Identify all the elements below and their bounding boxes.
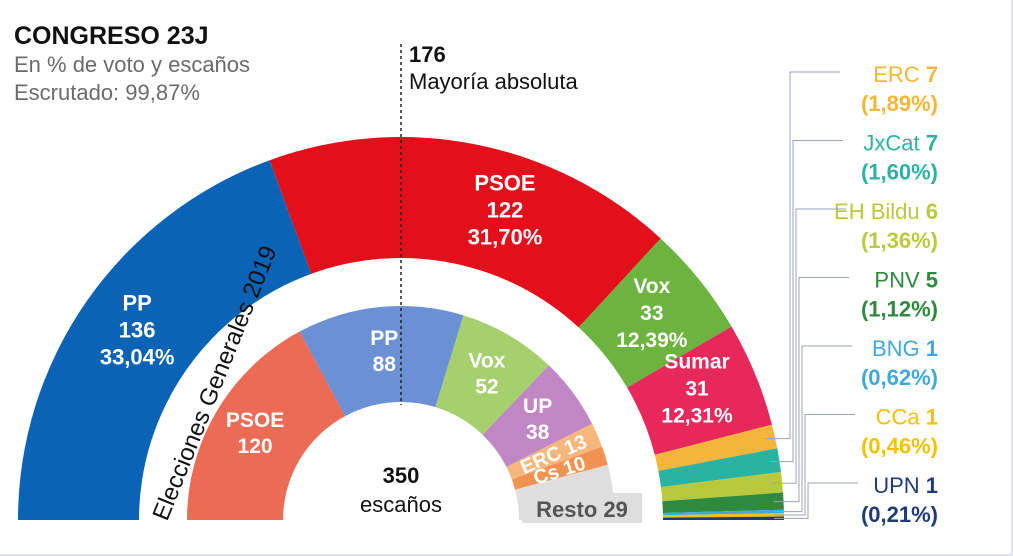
legend-eh-bildu-name: EH Bildu 6 [834,199,938,224]
legend-jxcat-party: JxCat [863,131,925,156]
label-2023-psoe-seats: 122 [487,197,524,222]
minor-parties-legend: ERC 7 (1,89%) JxCat 7 (1,60%) EH Bildu 6 (1,3… [765,62,938,527]
label-2019-psoe-seats: 120 [238,435,273,458]
legend-cca-pct: (0,46%) [861,434,938,459]
arc-2023-vox [578,238,732,388]
label-2019-psoe-name: PSOE [226,409,284,432]
legend-pnv-pct: (1,12%) [861,297,938,322]
legend-erc-pct: (1,89%) [861,91,938,116]
label-2023-pp-name: PP [122,290,151,315]
legend-cca-name: CCa 1 [876,405,938,430]
arc-2023-psoe [269,136,661,328]
leader-line-bng [773,345,852,513]
label-2019-up-seats: 38 [526,421,550,444]
leader-line-jxcat [769,140,843,463]
label-2023-vox-seats: 33 [640,302,663,325]
scrutiny-status: Escrutado: 99,87% [14,80,200,105]
label-2019-pp-seats: 88 [373,353,397,376]
label-2019-up-name: UP [523,395,552,418]
resto-label-bg [522,493,642,523]
arc-2019-pp [299,305,464,417]
legend-erc-party: ERC [873,62,926,87]
arc-2023-sumar [627,326,772,455]
arc-2019-cs [511,446,608,490]
legend-bng-seats: 1 [926,336,938,361]
label-2023-vox-name: Vox [633,275,670,298]
arc-2023-bng [662,509,784,516]
legend-cca-seats: 1 [926,405,938,430]
legend-bng-pct: (0,62%) [861,365,938,390]
legend-eh-bildu-pct: (1,36%) [861,228,938,253]
legend-upn-pct: (0,21%) [861,502,938,527]
leader-line-eh-bildu [772,208,846,484]
legend-pnv-seats: 5 [926,268,938,293]
label-2019-resto: Resto 29 [536,497,628,522]
segment-labels: PP13633,04%PSOE12231,70%Vox3312,39%Sumar… [100,170,733,523]
leader-line-cca [773,414,855,516]
legend-eh-bildu-party: EH Bildu [834,199,926,224]
majority-seats: 176 [409,42,446,67]
label-2023-vox-pct: 12,39% [616,329,688,352]
legend-upn-seats: 1 [926,473,938,498]
leader-line-pnv [773,277,849,503]
legend-upn-party: UPN [873,473,926,498]
label-2019-vox-name: Vox [468,349,505,372]
total-seats-unit: escaños [360,492,442,517]
label-2023-pp-pct: 33,04% [100,344,175,369]
arc-2023-cca [662,513,784,518]
leader-line-upn [773,482,858,519]
arc-2023-jxcat [658,448,781,488]
legend-jxcat-seats: 7 [926,131,938,156]
legend-upn-name: UPN 1 [873,473,938,498]
label-2019-pp-name: PP [370,327,398,350]
legend-pnv-name: PNV 5 [874,268,938,293]
majority-label: Mayoría absoluta [409,69,579,94]
arc-2023-eh-bildu [660,471,784,502]
arc-2019-vox [435,315,549,435]
arc-2023-erc [654,424,778,471]
legend-jxcat-pct: (1,60%) [861,160,938,185]
legend-cca-party: CCa [876,405,926,430]
arc-2019-up [482,365,593,467]
legend-jxcat-name: JxCat 7 [863,131,938,156]
legend-bng-party: BNG [872,336,926,361]
legend-pnv-party: PNV [874,268,925,293]
arc-2023-pp [18,160,312,520]
legend-erc-name: ERC 7 [873,62,938,87]
label-2023-sumar-pct: 12,31% [661,404,733,427]
chart-subtitle: En % de voto y escaños [14,52,250,77]
legend-eh-bildu-seats: 6 [926,199,938,224]
label-2023-psoe-pct: 31,70% [468,224,543,249]
label-2023-pp-seats: 136 [119,317,156,342]
arc-2019-psoe [187,331,346,520]
arc-2019-erc [506,423,603,480]
total-seats-number: 350 [383,463,420,488]
label-2023-psoe-name: PSOE [474,170,535,195]
legend-erc-seats: 7 [926,62,938,87]
label-2023-sumar-name: Sumar [664,350,729,373]
legend-bng-name: BNG 1 [872,336,938,361]
leader-line-erc [765,71,840,440]
label-2023-sumar-seats: 31 [685,377,709,400]
label-2019-vox-seats: 52 [475,375,498,398]
outer-ring-2023 [18,136,784,520]
arc-2023-pnv [662,492,784,513]
chart-title: CONGRESO 23J [14,22,209,50]
arc-2023-upn [662,516,784,520]
